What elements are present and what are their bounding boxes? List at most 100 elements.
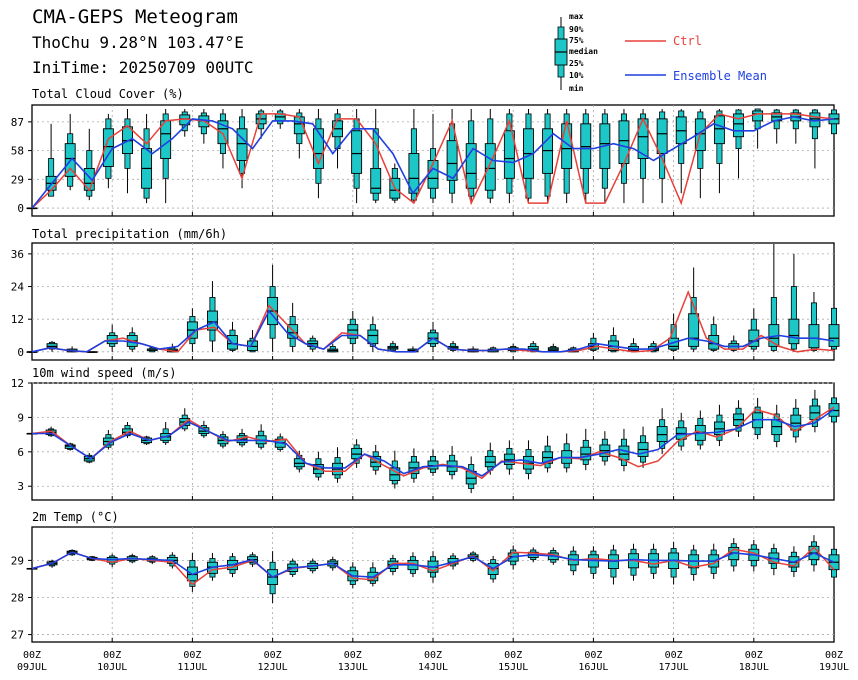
box-plot	[828, 541, 840, 585]
box-plot	[599, 431, 611, 466]
box-plot	[427, 449, 439, 476]
y-tick-label: 0	[17, 202, 24, 215]
box-inner	[733, 113, 744, 138]
x-tick-label-date: 09JUL	[17, 662, 47, 673]
box-inner	[465, 143, 477, 189]
box-plot	[748, 308, 760, 352]
x-tick-label-date: 10JUL	[97, 662, 127, 673]
legend-box-label: 25%	[569, 59, 584, 68]
box-plot	[312, 108, 324, 199]
x-tick-label-time: 00Z	[103, 650, 121, 661]
box-inner	[656, 118, 668, 155]
box-plot	[370, 108, 382, 204]
box-plot	[656, 108, 668, 204]
x-tick-label-time: 00Z	[665, 650, 683, 661]
y-tick-label: 12	[11, 377, 24, 390]
box-plot	[427, 113, 439, 204]
x-tick-label-date: 19JUL	[819, 662, 849, 673]
panel-1: 0 29 58 87 Total Cloud Cover (%)	[11, 87, 840, 217]
box-plot	[809, 389, 821, 433]
y-tick-label: 29	[11, 173, 24, 186]
y-tick-label: 87	[11, 116, 24, 129]
ctrl-line	[31, 546, 835, 586]
legend-box-label: 75%	[569, 36, 584, 45]
box-inner	[347, 324, 359, 339]
box-plot	[828, 108, 840, 149]
panel-4: 27 28 29 2m Temp (°C)	[11, 510, 840, 643]
ctrl-line	[31, 113, 835, 209]
y-tick-label: 58	[11, 145, 24, 158]
x-tick-label-time: 00Z	[23, 650, 41, 661]
legend-box-label: max	[569, 12, 584, 21]
box-plot	[446, 446, 458, 480]
x-tick-label-time: 00Z	[344, 650, 362, 661]
box-plot	[808, 291, 820, 352]
x-tick-label-date: 18JUL	[739, 662, 769, 673]
ensemble-mean-line	[31, 309, 835, 353]
box-plot	[141, 113, 153, 204]
box-plot	[675, 412, 687, 451]
box-outer	[790, 286, 797, 350]
x-tick-label-time: 00Z	[264, 650, 282, 661]
legend-box-label: min	[569, 83, 584, 93]
box-plot	[542, 108, 554, 204]
panel-title: 2m Temp (°C)	[32, 510, 119, 524]
box-plot	[106, 324, 118, 352]
ensemble-mean-line	[31, 551, 835, 579]
box-plot	[347, 311, 359, 352]
box-outer	[770, 297, 777, 351]
y-tick-label: 12	[11, 313, 24, 326]
box-plot	[287, 302, 299, 352]
y-tick-label: 36	[11, 248, 24, 261]
box-plot	[733, 400, 744, 437]
ensemble-mean-line	[31, 116, 835, 209]
x-tick-label-time: 00Z	[504, 650, 522, 661]
box-plot	[46, 340, 58, 352]
box-plot	[236, 108, 248, 189]
box-inner	[160, 120, 172, 159]
box-plot	[26, 207, 38, 210]
box-inner	[46, 343, 58, 349]
x-tick-label-date: 12JUL	[258, 662, 288, 673]
x-tick-label-time: 00Z	[825, 650, 843, 661]
box-inner	[503, 130, 515, 179]
box-plot	[217, 108, 229, 169]
box-plot	[86, 351, 98, 353]
box-plot	[332, 108, 343, 169]
y-tick-label: 6	[17, 446, 24, 459]
box-plot	[408, 448, 420, 483]
box-plot	[503, 108, 515, 204]
station-label: ThoChu 9.28°N 103.47°E	[32, 33, 244, 52]
y-tick-label: 28	[11, 591, 24, 604]
box-plot	[608, 544, 619, 585]
box-plot	[465, 108, 477, 204]
box-inner	[788, 318, 800, 345]
box-plot	[668, 541, 680, 585]
box-inner	[287, 324, 299, 339]
box-inner	[748, 329, 760, 347]
box-plot	[580, 428, 592, 471]
chart-title: CMA-GEPS Meteogram	[32, 6, 238, 28]
box-plot	[675, 108, 687, 194]
y-tick-label: 24	[11, 281, 25, 294]
box-plot	[198, 108, 210, 144]
box-plot	[587, 546, 599, 579]
box-plot	[828, 297, 840, 352]
box-inner	[752, 110, 764, 122]
box-plot	[64, 113, 76, 191]
x-tick-label-time: 00Z	[745, 650, 763, 661]
box-plot	[587, 332, 599, 352]
x-tick-label-date: 14JUL	[418, 662, 448, 673]
panel-3: 3 6 9 12 10m wind speed (m/s)	[11, 366, 840, 501]
box-inner	[206, 310, 218, 331]
box-inner	[312, 128, 324, 169]
box-plot	[367, 316, 379, 352]
y-tick-label: 29	[11, 554, 24, 567]
box-inner	[688, 313, 700, 347]
box-plot	[788, 253, 800, 352]
box-plot	[648, 543, 659, 579]
box-plot	[146, 346, 158, 353]
box-plot	[389, 163, 401, 204]
box-plot	[160, 422, 172, 445]
box-plot	[408, 108, 420, 204]
